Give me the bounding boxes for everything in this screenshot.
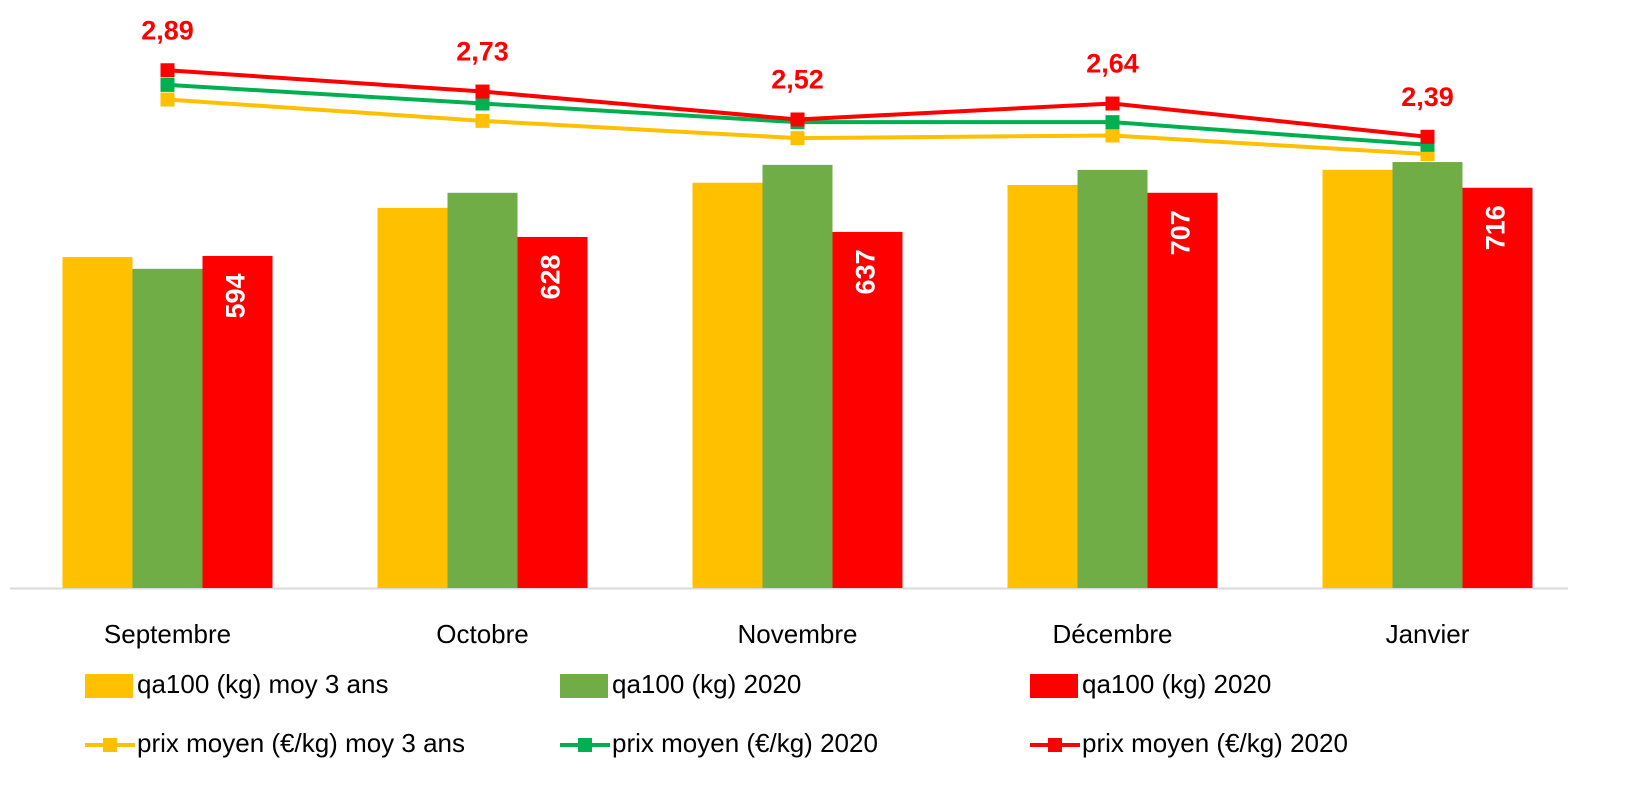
marker [160, 92, 175, 107]
legend-label: prix moyen (€/kg) 2020 [612, 728, 878, 758]
legend-label: qa100 (kg) 2020 [1082, 669, 1271, 699]
data-label: 594 [221, 273, 251, 318]
bar [447, 192, 518, 589]
x-tick-label: Décembre [1053, 619, 1173, 649]
bar [132, 268, 203, 588]
marker [475, 113, 490, 128]
legend-swatch [560, 674, 608, 698]
data-label: 2,73 [456, 37, 509, 67]
legend-label: prix moyen (€/kg) moy 3 ans [137, 728, 465, 758]
bar [1392, 162, 1463, 589]
marker [790, 131, 805, 146]
x-tick-label: Septembre [104, 619, 231, 649]
legend-marker [1048, 738, 1062, 752]
legend-marker [103, 738, 117, 752]
marker [1105, 128, 1120, 143]
legend-marker [578, 738, 592, 752]
bar [62, 257, 133, 588]
marker [160, 77, 175, 92]
legend-label: prix moyen (€/kg) 2020 [1082, 728, 1348, 758]
bar [1007, 184, 1078, 588]
bar [832, 231, 903, 589]
bar [1147, 192, 1218, 589]
data-label: 707 [1166, 210, 1196, 255]
data-label: 2,89 [141, 15, 194, 45]
marker [475, 84, 490, 99]
bar [202, 255, 273, 589]
marker [1105, 96, 1120, 111]
legend-label: qa100 (kg) moy 3 ans [137, 669, 388, 699]
bar [692, 182, 763, 588]
marker [1420, 129, 1435, 144]
x-tick-label: Octobre [436, 619, 529, 649]
x-tick-label: Janvier [1386, 619, 1470, 649]
data-label: 628 [536, 254, 566, 299]
marker [1105, 115, 1120, 130]
legend-label: qa100 (kg) 2020 [612, 669, 801, 699]
bar [377, 207, 448, 588]
legend-swatch [1030, 674, 1078, 698]
data-label: 637 [851, 249, 881, 294]
data-label: 716 [1481, 205, 1511, 250]
bar [1077, 169, 1148, 589]
bar [1462, 187, 1533, 589]
marker [160, 63, 175, 78]
bar [517, 236, 588, 588]
data-label: 2,64 [1086, 49, 1139, 79]
x-tick-label: Novembre [738, 619, 858, 649]
data-label: 2,52 [771, 65, 824, 95]
legend-swatch [85, 674, 133, 698]
marker [475, 96, 490, 111]
bar [1322, 169, 1393, 589]
data-label: 2,39 [1401, 82, 1454, 112]
marker [790, 112, 805, 127]
bar [762, 164, 833, 588]
